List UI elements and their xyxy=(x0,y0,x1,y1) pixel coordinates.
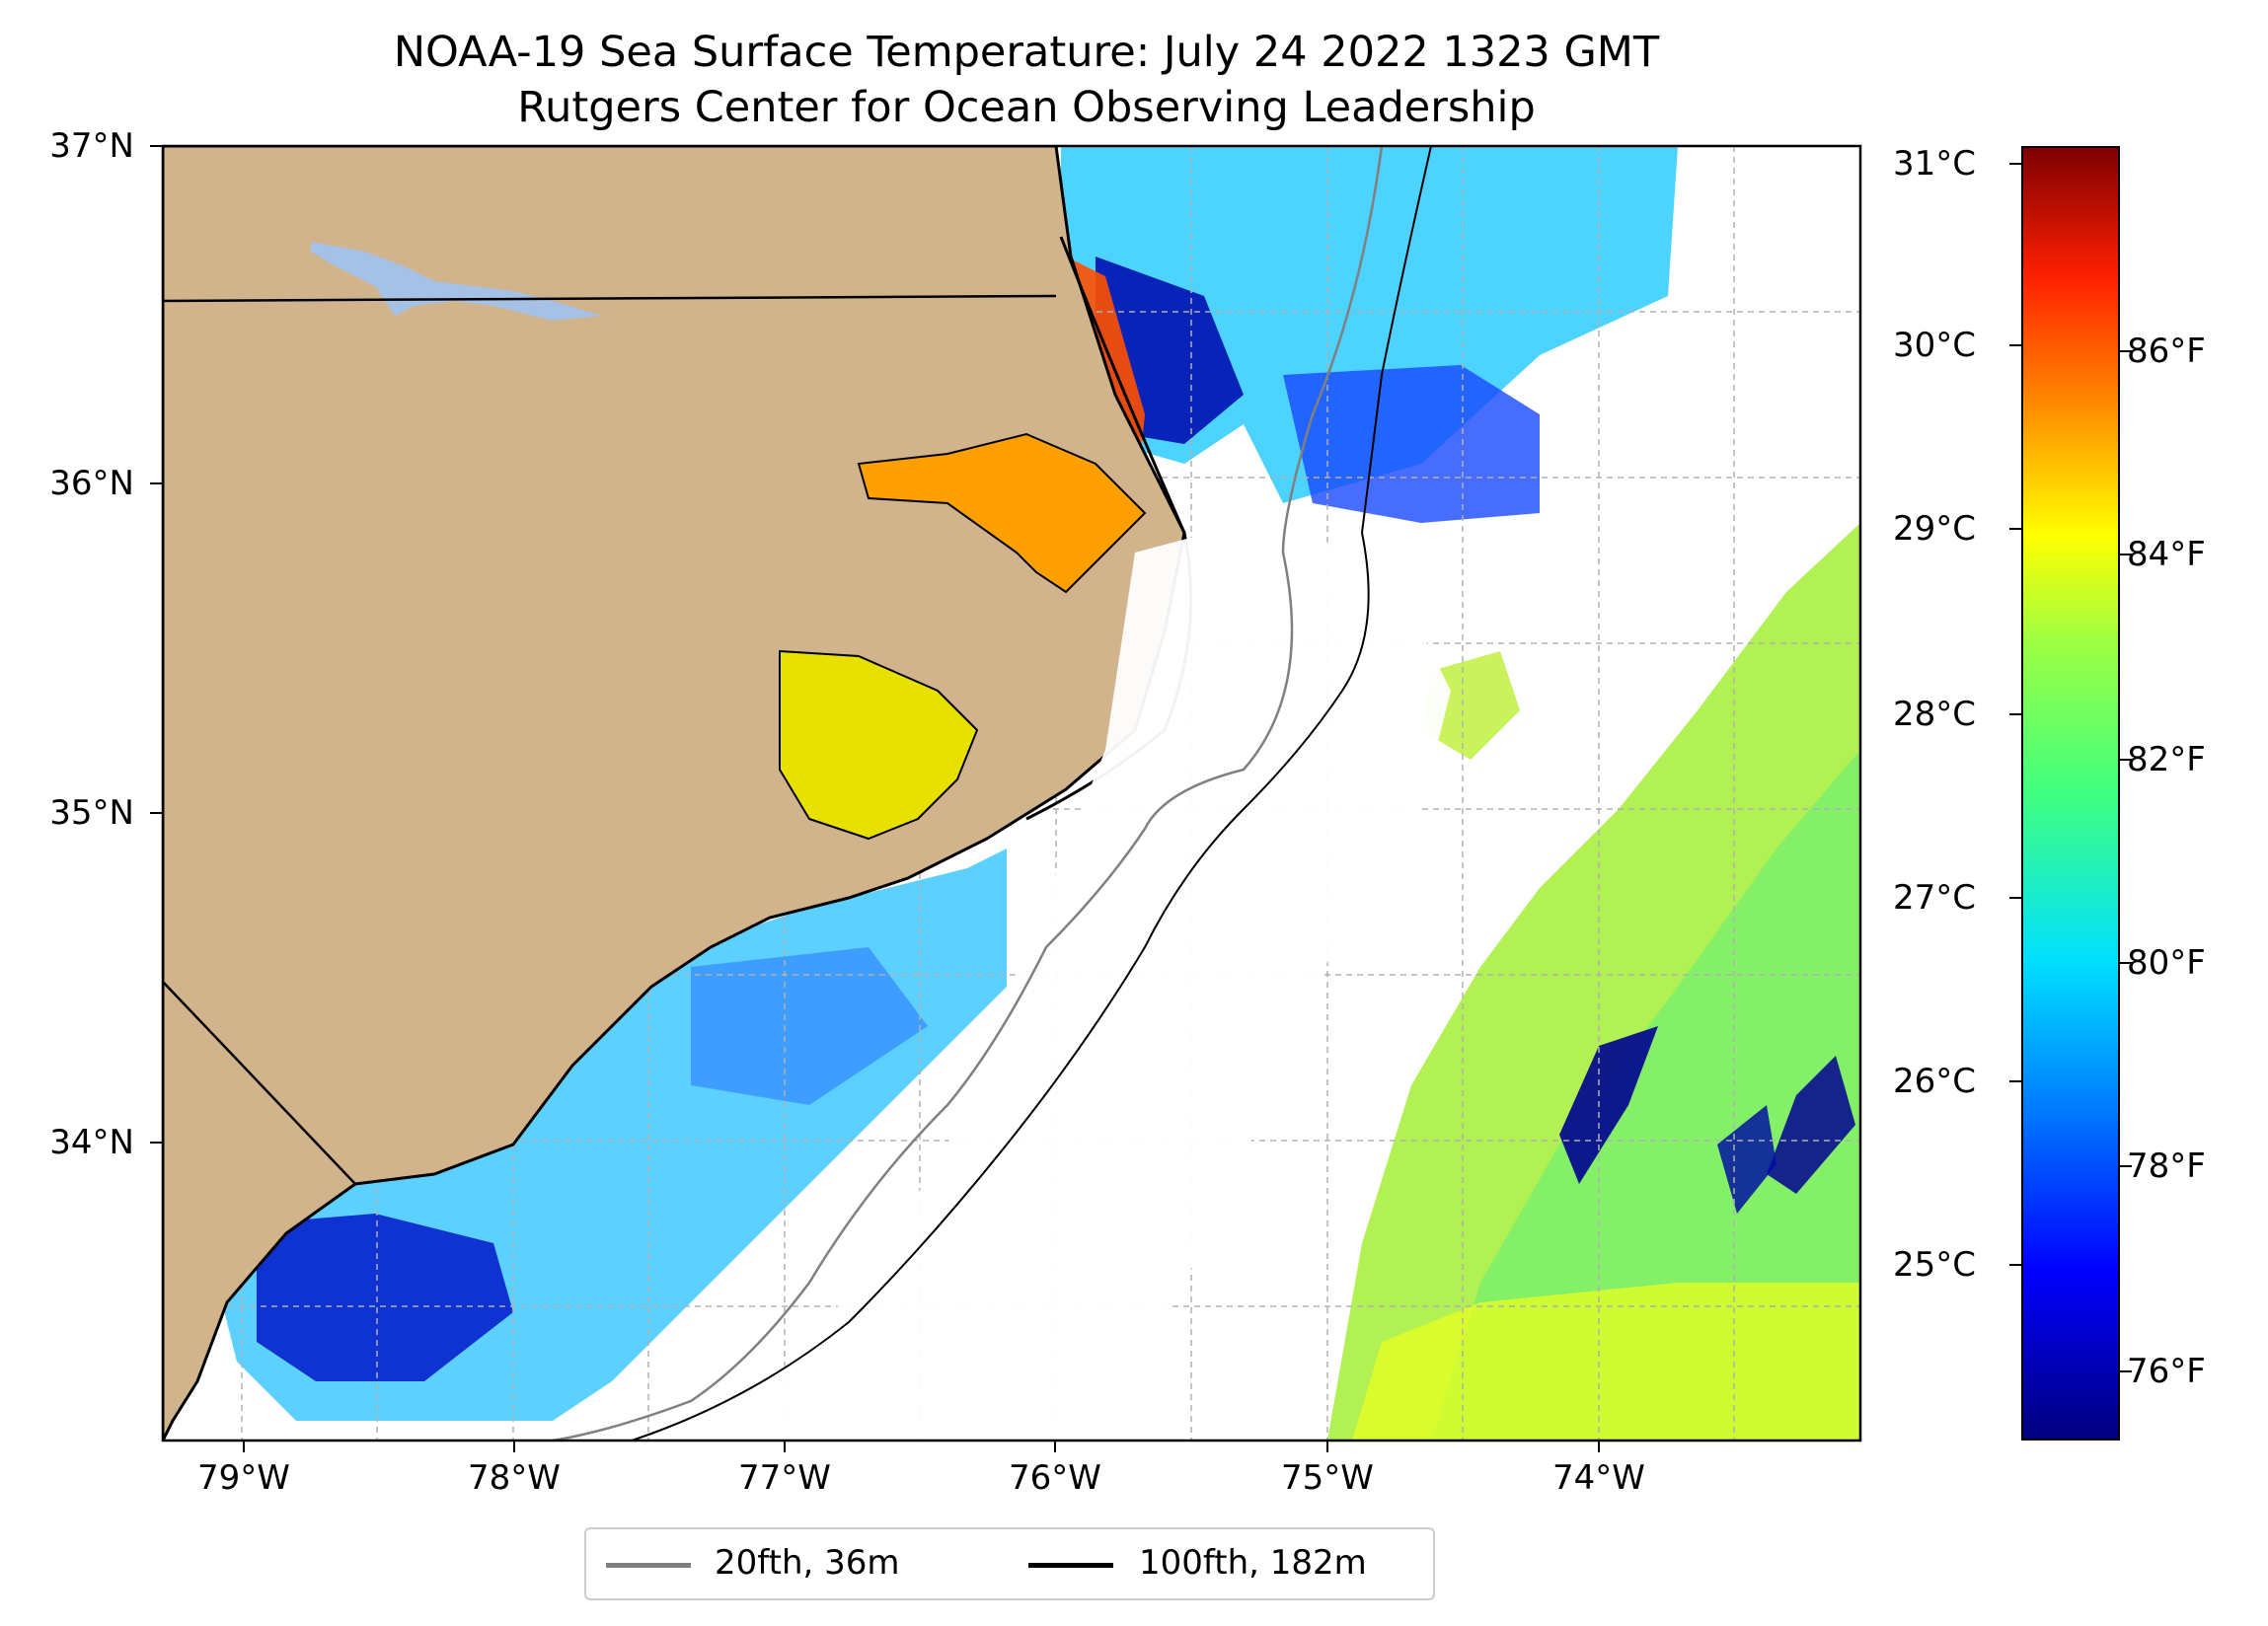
cbar-f-80: 80°F xyxy=(2127,943,2206,983)
cbar-c-27: 27°C xyxy=(1893,878,1977,918)
cbar-f-76: 76°F xyxy=(2127,1352,2206,1391)
cold-filament xyxy=(1559,1026,1658,1184)
mid-blue-patch xyxy=(691,947,928,1105)
warm-blob xyxy=(1421,651,1520,760)
legend-swatch-100fth xyxy=(1028,1563,1113,1568)
lake xyxy=(311,242,602,321)
isobath-100fth xyxy=(631,146,1432,1441)
lon-label-78: 78°W xyxy=(468,1458,561,1498)
cbar-f-78: 78°F xyxy=(2127,1146,2206,1186)
cbar-c-31: 31°C xyxy=(1893,144,1977,184)
map-title: NOAA-19 Sea Surface Temperature: July 24… xyxy=(393,28,1660,77)
map-subtitle: Rutgers Center for Ocean Observing Leade… xyxy=(517,83,1536,132)
gulf-stream-inner xyxy=(1431,750,1860,1441)
lat-label-35: 35°N xyxy=(49,793,134,833)
cbar-c-29: 29°C xyxy=(1893,509,1977,549)
lat-label-37: 37°N xyxy=(49,126,134,166)
missing-data-offshore xyxy=(711,513,1451,1441)
lon-label-77: 77°W xyxy=(738,1458,831,1498)
isobath-legend: 20fth, 36m 100fth, 182m xyxy=(584,1527,1435,1600)
cold-filament-3 xyxy=(1717,1105,1777,1214)
cbar-f-82: 82°F xyxy=(2127,740,2206,779)
va-nc-border xyxy=(163,294,1057,303)
lon-label-75: 75°W xyxy=(1281,1458,1374,1498)
cold-patch-south xyxy=(257,1214,513,1381)
lat-label-34: 34°N xyxy=(49,1123,134,1162)
cbar-c-28: 28°C xyxy=(1893,695,1977,734)
cbar-f-84: 84°F xyxy=(2127,535,2206,574)
lon-label-79: 79°W xyxy=(197,1458,290,1498)
cbar-c-26: 26°C xyxy=(1893,1062,1977,1101)
lat-label-36: 36°N xyxy=(49,464,134,503)
lon-label-76: 76°W xyxy=(1009,1458,1101,1498)
cbar-f-86: 86°F xyxy=(2127,332,2206,371)
nc-sc-border xyxy=(163,981,356,1185)
albemarle-sound-shape xyxy=(857,432,1147,594)
temperature-colorbar xyxy=(2021,146,2120,1441)
pamlico-sound-shape xyxy=(779,649,979,841)
legend-label-20fth: 20fth, 36m xyxy=(715,1543,900,1583)
cbar-c-30: 30°C xyxy=(1893,326,1977,365)
legend-swatch-20fth xyxy=(606,1563,691,1568)
cbar-c-25: 25°C xyxy=(1893,1245,1977,1285)
cold-filament-2 xyxy=(1767,1056,1855,1194)
offshore-cold-patch xyxy=(1283,365,1540,523)
lon-label-74: 74°W xyxy=(1552,1458,1645,1498)
isobath-20fth xyxy=(552,146,1384,1441)
legend-label-100fth: 100fth, 182m xyxy=(1139,1543,1367,1583)
